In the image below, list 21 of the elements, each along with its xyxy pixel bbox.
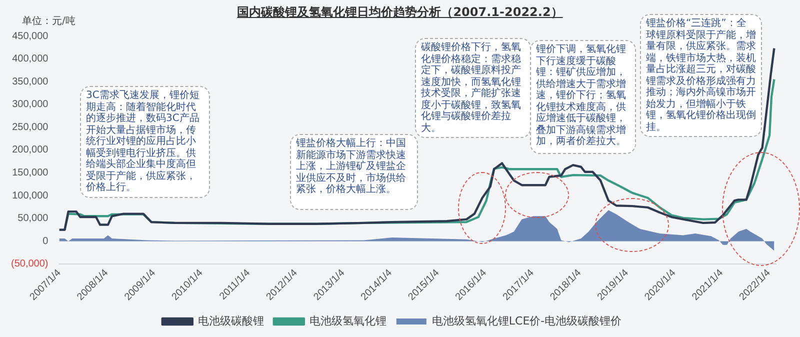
legend-label: 电池级碳酸锂 xyxy=(198,314,264,328)
chart-title: 国内碳酸锂及氢氧化锂日均价趋势分析（2007.1-2022.2） xyxy=(237,5,563,19)
y-tick-label: 50,000 xyxy=(18,213,49,224)
y-tick-label: (50,000) xyxy=(10,258,48,270)
y-tick-label: 350,000 xyxy=(12,76,49,88)
annotation: 锂盐价格大幅上行：中国新能源市场下游需求快速上涨，上游锂矿及锂盐企业供应不及时，市场供给紧张，价格大幅上涨。 xyxy=(290,134,418,210)
y-axis-title: 单位：元/吨 xyxy=(22,14,76,28)
y-tick-label: 300,000 xyxy=(12,99,49,110)
y-tick-label: 0 xyxy=(42,236,49,247)
y-tick-label: 150,000 xyxy=(12,168,49,179)
text: 锂盐价格“三连跳”：全球锂原料受限于产能，增量有限，供应紧张。需求端，铁锂市场大热，装机量占比涨超三元，对碳酸锂需求及价格形成强有力推动；海内外高镍市场开始发力，但增幅小于铁锂，氢氧化锂价格出现倒挂。 xyxy=(646,18,756,132)
y-tick-label: 250,000 xyxy=(12,122,49,133)
y-tick-label: 450,000 xyxy=(12,30,49,42)
text: 3C需求飞速发展，锂价短期走高：随着智能化时代的逐步推进，数码3C产品开始大量占据锂市场，传统行业对锂的应用占比小幅受到锂电行业挤压。供给端头部企业集中度高但受限于产能，供应紧张，价格上行。 xyxy=(86,90,200,193)
legend-label: 电池级氢氧化锂 xyxy=(309,314,386,328)
annotation: 碳酸锂价格下行，氢氧化锂价格稳定：需求稳定下，碳酸锂原料投产速度加快，而氢氧化锂技术受限，产能扩张速度小于碳酸锂，致氢氧化锂与碳酸锂价差拉大。 xyxy=(415,38,531,138)
legend-label: 电池级氢氧化锂LCE价-电池级碳酸锂价 xyxy=(432,314,622,328)
y-tick-label: 400,000 xyxy=(12,54,49,65)
y-tick-label: 200,000 xyxy=(12,144,49,156)
y-tick-label: 100,000 xyxy=(12,190,49,202)
text: 锂价下调，氢氧化锂下行速度缓于碳酸锂：锂矿供应增加，供给增速大于需求增速，锂价下行；氢氧化锂技术难度高，供应增速低于碳酸锂，叠加下游高镍需求增加，两者价差拉大。 xyxy=(536,44,626,147)
